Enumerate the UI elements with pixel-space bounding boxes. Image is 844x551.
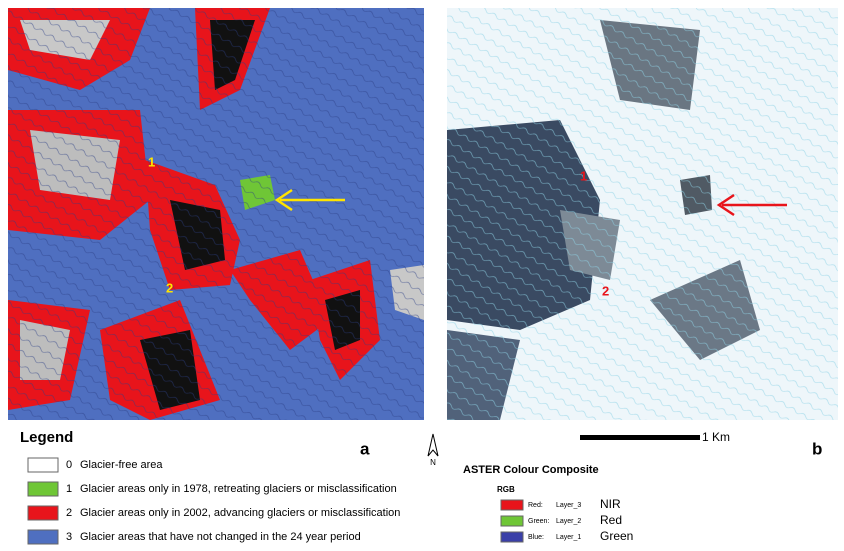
composite-swatch xyxy=(501,516,523,526)
composite-swatch xyxy=(501,532,523,542)
map-b: 1 2 xyxy=(447,8,838,420)
panel-letter: b xyxy=(812,439,822,458)
panel-letter: a xyxy=(360,439,370,458)
scale-label: 1 Km xyxy=(702,430,730,444)
north-arrow xyxy=(428,434,438,456)
legend-code: 2 xyxy=(66,507,72,519)
composite-layer: Layer_2 xyxy=(556,518,581,525)
composite-channel: Green: xyxy=(528,518,549,525)
legend-swatch xyxy=(28,530,58,544)
north-label: N xyxy=(430,458,436,467)
map-marker: 2 xyxy=(166,280,173,295)
composite-channel: Blue: xyxy=(528,534,544,541)
composite-title: ASTER Colour Composite xyxy=(463,464,599,476)
composite-channel: Red: xyxy=(528,502,543,509)
composite-band: NIR xyxy=(600,497,621,511)
legend: 0 Glacier-free area 1 Glacier areas only in… xyxy=(28,458,400,544)
composite-layer: Layer_3 xyxy=(556,502,581,509)
composite-band: Red xyxy=(600,513,622,527)
legend-text: Glacier areas only in 2002, advancing gl… xyxy=(80,507,400,519)
legend-swatch xyxy=(28,482,58,496)
map-a: 1 2 xyxy=(8,8,424,420)
map-marker: 1 xyxy=(580,168,587,183)
composite-legend: Red: Layer_3 NIR Green: Layer_2 Red Blue: Layer… xyxy=(501,497,633,543)
legend-text: Glacier areas only in 1978, retreating g… xyxy=(80,483,397,495)
map-marker: 1 xyxy=(148,154,155,169)
map-marker: 2 xyxy=(602,283,609,298)
legend-code: 3 xyxy=(66,531,72,543)
legend-text: Glacier-free area xyxy=(80,459,163,471)
scale-bar xyxy=(580,435,700,440)
composite-swatch xyxy=(501,500,523,510)
legend-swatch xyxy=(28,506,58,520)
legend-code: 1 xyxy=(66,483,72,495)
legend-swatch xyxy=(28,458,58,472)
legend-text: Glacier areas that have not changed in t… xyxy=(80,531,361,543)
legend-code: 0 xyxy=(66,459,72,471)
figure: 1 2 1 2 Legend a b N 1 Km 0 Glacier-free … xyxy=(0,0,844,546)
composite-subtitle: RGB xyxy=(497,485,515,494)
composite-band: Green xyxy=(600,529,633,543)
legend-title: Legend xyxy=(20,429,73,446)
composite-layer: Layer_1 xyxy=(556,534,581,541)
